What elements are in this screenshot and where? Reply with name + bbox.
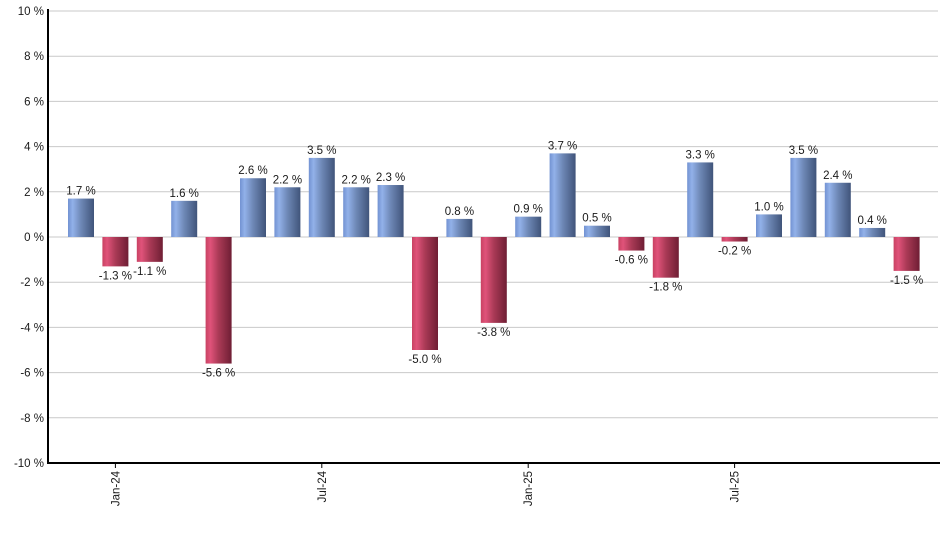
bar-value-label: 0.8 % [445, 206, 474, 218]
bar-value-label: 0.5 % [582, 213, 611, 225]
bar-value-label: -3.8 % [477, 327, 510, 339]
bar-positive[interactable] [240, 178, 266, 237]
y-axis-tick-label: 10 % [18, 6, 44, 18]
bar-positive[interactable] [584, 225, 610, 237]
bar-value-label: 0.4 % [857, 215, 886, 227]
bar-value-label: -5.0 % [408, 354, 441, 366]
bar-negative[interactable] [893, 237, 920, 271]
bar-positive[interactable] [377, 185, 404, 237]
bar-value-label: 1.7 % [66, 186, 95, 198]
y-axis-tick-label: 2 % [24, 187, 44, 199]
y-axis-tick-label: -2 % [20, 277, 44, 289]
y-axis-tick-label: 0 % [24, 232, 44, 244]
x-axis-tick-label: Jul-24 [317, 470, 329, 502]
bar-negative[interactable] [205, 237, 232, 364]
x-axis-tick-label: Jan-24 [110, 470, 122, 506]
bar-value-label: 1.6 % [169, 188, 198, 200]
bar-negative[interactable] [136, 237, 163, 262]
bar-value-label: 0.9 % [513, 204, 542, 216]
bar-value-label: 2.2 % [341, 174, 370, 186]
bar-positive[interactable] [824, 182, 851, 237]
y-axis-tick-label: 4 % [24, 142, 44, 154]
bar-positive[interactable] [308, 157, 335, 237]
bar-positive[interactable] [171, 200, 198, 237]
bar-value-label: 3.3 % [685, 149, 714, 161]
bar-value-label: -1.1 % [133, 266, 166, 278]
bar-positive[interactable] [274, 187, 301, 237]
bar-value-label: -0.2 % [718, 246, 751, 258]
bar-value-label: 1.0 % [754, 201, 783, 213]
bar-value-label: 3.7 % [548, 140, 577, 152]
bar-negative[interactable] [721, 237, 748, 242]
bar-positive[interactable] [515, 216, 542, 237]
bar-value-label: 2.3 % [376, 172, 405, 184]
bar-value-label: 3.5 % [307, 145, 336, 157]
bar-negative[interactable] [412, 237, 438, 350]
bar-negative[interactable] [480, 237, 507, 323]
bar-negative[interactable] [618, 237, 645, 251]
bar-value-label: -1.3 % [99, 270, 132, 282]
y-axis-tick-label: 6 % [24, 96, 44, 108]
bar-value-label: 2.6 % [238, 165, 267, 177]
bar-negative[interactable] [652, 237, 679, 278]
bar-positive[interactable] [68, 198, 94, 237]
bar-value-label: -1.8 % [649, 282, 682, 294]
bar-value-label: 2.4 % [823, 170, 852, 182]
bar-positive[interactable] [446, 218, 473, 237]
y-axis-tick-label: -10 % [14, 458, 44, 470]
x-axis-tick-label: Jul-25 [730, 471, 742, 502]
bar-value-label: -0.6 % [615, 255, 648, 267]
y-axis-tick-label: -6 % [20, 368, 44, 380]
bar-value-label: 2.2 % [273, 174, 302, 186]
bar-positive[interactable] [687, 162, 714, 237]
bar-negative[interactable] [102, 237, 129, 267]
y-axis-tick-label: -8 % [20, 413, 44, 425]
bar-positive[interactable] [343, 187, 370, 237]
bar-positive[interactable] [859, 227, 886, 237]
bar-value-label: -5.6 % [202, 368, 235, 380]
y-axis-tick-label: -4 % [20, 322, 44, 334]
bar-value-label: 3.5 % [789, 145, 818, 157]
y-axis-tick-label: 8 % [24, 51, 44, 63]
x-axis-tick-label: Jan-25 [523, 471, 535, 506]
bar-value-label: -1.5 % [890, 275, 923, 287]
bar-positive[interactable] [756, 214, 782, 237]
bar-positive[interactable] [549, 153, 576, 237]
bar-positive[interactable] [790, 157, 817, 237]
